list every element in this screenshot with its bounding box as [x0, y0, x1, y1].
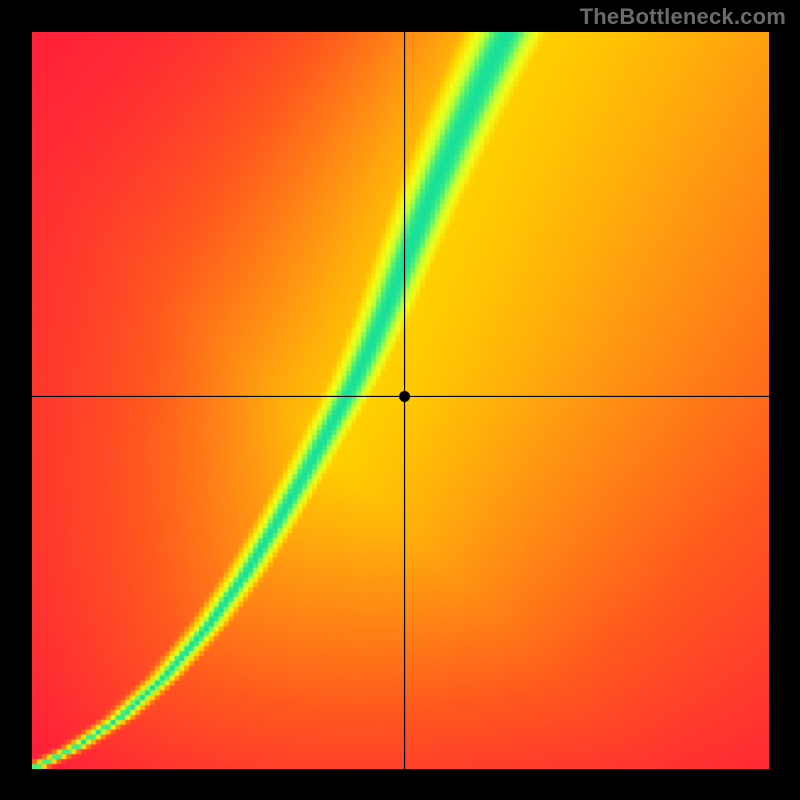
watermark-text: TheBottleneck.com: [580, 4, 786, 30]
chart-container: { "watermark": "TheBottleneck.com", "lay…: [0, 0, 800, 800]
bottleneck-heatmap: [32, 32, 769, 769]
